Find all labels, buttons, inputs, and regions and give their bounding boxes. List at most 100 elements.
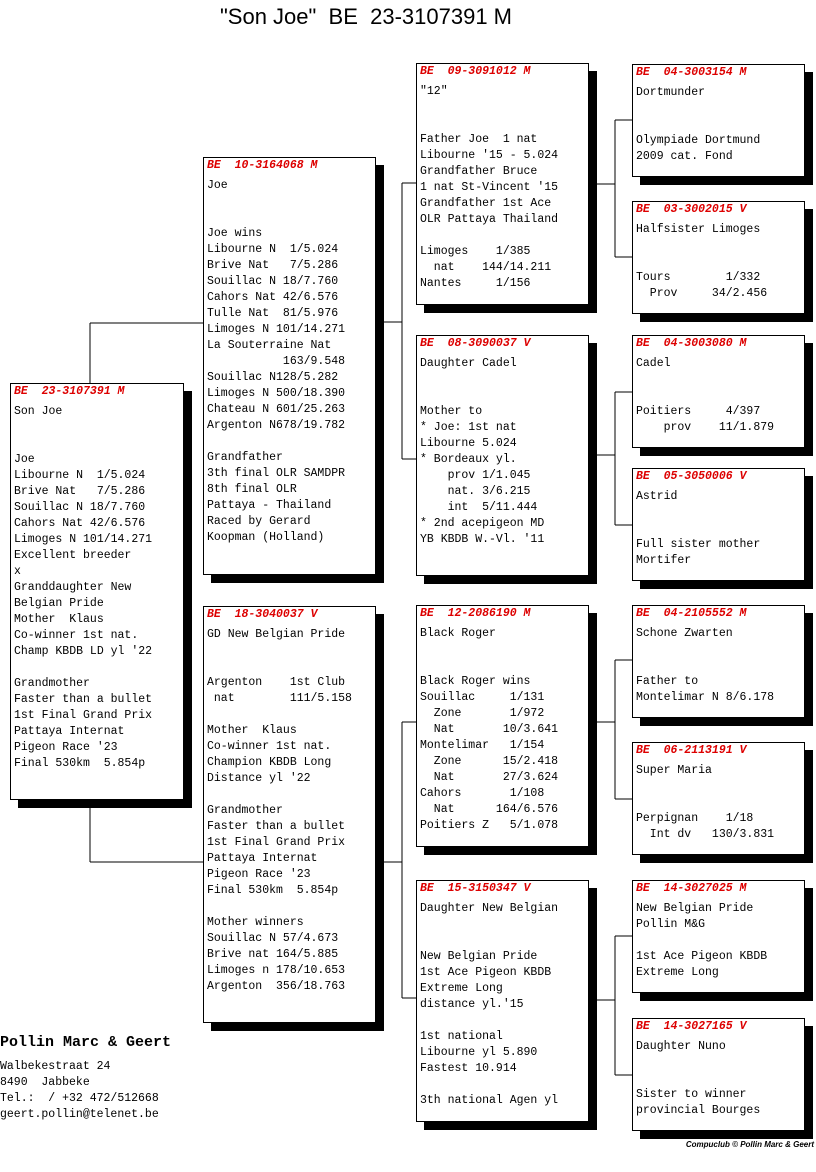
- pigeon-card: BE 12-2086190 M Black Roger Black Roger wi…: [416, 605, 589, 847]
- info-line: Champion KBDB Long: [207, 756, 332, 769]
- address-line: geert.pollin@telenet.be: [0, 1108, 159, 1121]
- info-line: Faster than a bullet: [207, 820, 346, 833]
- pigeon-name: Daughter New Belgian: [420, 902, 559, 915]
- info-line: Cahors Nat 42/6.576: [14, 517, 146, 530]
- pigeon-name: Dortmunder: [636, 86, 706, 99]
- info-line: Grandfather Bruce: [420, 165, 538, 178]
- info-line: prov 11/1.879: [636, 421, 775, 434]
- info-line: Nat 10/3.641: [420, 723, 559, 736]
- info-line: Zone 15/2.418: [420, 755, 559, 768]
- ring-number: BE 14-3027025 M: [636, 882, 747, 895]
- info-line: nat. 3/6.215: [420, 485, 531, 498]
- pigeon-card: BE 18-3040037 V GD New Belgian Pride Argen…: [203, 606, 376, 1023]
- pigeon-name: Black Roger: [420, 627, 496, 640]
- info-line: Mortifer: [636, 554, 692, 567]
- pigeon-card: BE 04-2105552 M Schone Zwarten Father to Mo…: [632, 605, 805, 718]
- info-line: 8th final OLR: [207, 483, 297, 496]
- info-line: Black Roger wins: [420, 675, 531, 688]
- pigeon-card: BE 04-3003154 M Dortmunder Olympiade Dortm…: [632, 64, 805, 177]
- pigeon-name: Schone Zwarten: [636, 627, 733, 640]
- info-line: Montelimar N 8/6.178: [636, 691, 775, 704]
- info-line: Souillac 1/131: [420, 691, 545, 704]
- address-line: Tel.: / +32 472/512668: [0, 1092, 159, 1105]
- info-line: Souillac N 57/4.673: [207, 932, 339, 945]
- info-line: Grandmother: [207, 804, 283, 817]
- info-line: 163/9.548: [207, 355, 346, 368]
- pigeon-name: GD New Belgian Pride: [207, 628, 346, 641]
- info-line: Final 530km 5.854p: [207, 884, 339, 897]
- pigeon-card: BE 06-2113191 V Super Maria Perpignan 1/18…: [632, 742, 805, 855]
- pigeon-name: Daughter Nuno: [636, 1040, 726, 1053]
- ring-number: BE 06-2113191 V: [636, 744, 747, 757]
- info-line: Father to: [636, 675, 699, 688]
- info-line: Int dv 130/3.831: [636, 828, 775, 841]
- info-line: Mother winners: [207, 916, 304, 929]
- info-line: distance yl.'15: [420, 998, 524, 1011]
- pigeon-name: "12": [420, 85, 448, 98]
- info-line: Pigeon Race '23: [207, 868, 311, 881]
- ring-number: BE 12-2086190 M: [420, 607, 531, 620]
- info-line: Mother Klaus: [14, 613, 104, 626]
- info-line: Father Joe 1 nat: [420, 133, 538, 146]
- pigeon-name: Pollin M&G: [636, 918, 706, 931]
- info-line: provincial Bourges: [636, 1104, 761, 1117]
- info-line: Limoges N 500/18.390: [207, 387, 346, 400]
- info-line: Argenton 356/18.763: [207, 980, 346, 993]
- info-line: Libourne N 1/5.024: [14, 469, 146, 482]
- info-line: Distance yl '22: [207, 772, 311, 785]
- pigeon-card: BE 14-3027025 M New Belgian Pride Pollin M…: [632, 880, 805, 993]
- info-line: Mother Klaus: [207, 724, 297, 737]
- info-line: Pattaya - Thailand: [207, 499, 332, 512]
- info-line: Joe wins: [207, 227, 263, 240]
- info-line: Chateau N 601/25.263: [207, 403, 346, 416]
- info-line: Belgian Pride: [14, 597, 104, 610]
- info-line: Excellent breeder: [14, 549, 132, 562]
- info-line: Brive nat 164/5.885: [207, 948, 339, 961]
- ring-number: BE 10-3164068 M: [207, 159, 318, 172]
- info-line: prov 1/1.045: [420, 469, 531, 482]
- info-line: Grandfather: [207, 451, 283, 464]
- info-line: nat 144/14.211: [420, 261, 552, 274]
- info-line: Full sister mother: [636, 538, 761, 551]
- info-line: Poitiers 4/397: [636, 405, 761, 418]
- info-line: 1 nat St-Vincent '15: [420, 181, 559, 194]
- pigeon-name: Cadel: [636, 357, 671, 370]
- info-line: Souillac N 18/7.760: [207, 275, 339, 288]
- info-line: Co-winner 1st nat.: [207, 740, 332, 753]
- info-line: Argenton 1st Club: [207, 676, 346, 689]
- ring-number: BE 23-3107391 M: [14, 385, 125, 398]
- info-line: OLR Pattaya Thailand: [420, 213, 559, 226]
- ring-number: BE 04-2105552 M: [636, 607, 747, 620]
- info-line: 1st Ace Pigeon KBDB: [636, 950, 768, 963]
- ring-number: BE 14-3027165 V: [636, 1020, 747, 1033]
- breeder-name: Pollin Marc & Geert: [0, 1034, 172, 1051]
- pigeon-card: BE 09-3091012 M "12" Father Joe 1 nat Libou…: [416, 63, 589, 305]
- address-line: Walbekestraat 24: [0, 1060, 111, 1073]
- info-line: Tulle Nat 81/5.976: [207, 307, 339, 320]
- info-line: Poitiers Z 5/1.078: [420, 819, 559, 832]
- pigeon-card: BE 10-3164068 M Joe Joe wins Libourne N 1/5…: [203, 157, 376, 575]
- pigeon-card: BE 04-3003080 M Cadel Poitiers 4/397 prov …: [632, 335, 805, 448]
- info-line: Libourne yl 5.890: [420, 1046, 538, 1059]
- info-line: 1st Final Grand Prix: [14, 709, 153, 722]
- info-line: int 5/11.444: [420, 501, 538, 514]
- info-line: Pattaya Internat: [207, 852, 318, 865]
- pigeon-name: Son Joe: [14, 405, 63, 418]
- info-line: 2009 cat. Fond: [636, 150, 733, 163]
- info-line: Libourne 5.024: [420, 437, 517, 450]
- ring-number: BE 04-3003154 M: [636, 66, 747, 79]
- info-line: Extreme Long: [420, 982, 503, 995]
- pigeon-name: New Belgian Pride: [636, 902, 754, 915]
- info-line: Granddaughter New: [14, 581, 132, 594]
- ring-number: BE 15-3150347 V: [420, 882, 531, 895]
- ring-number: BE 03-3002015 V: [636, 203, 747, 216]
- info-line: Perpignan 1/18: [636, 812, 754, 825]
- ring-number: BE 08-3090037 V: [420, 337, 531, 350]
- info-line: 1st national: [420, 1030, 503, 1043]
- info-line: nat 111/5.158: [207, 692, 352, 705]
- pigeon-name: Astrid: [636, 490, 678, 503]
- pigeon-card: BE 03-3002015 V Halfsister Limoges Tours 1…: [632, 201, 805, 314]
- info-line: Raced by Gerard: [207, 515, 311, 528]
- info-line: Champ KBDB LD yl '22: [14, 645, 153, 658]
